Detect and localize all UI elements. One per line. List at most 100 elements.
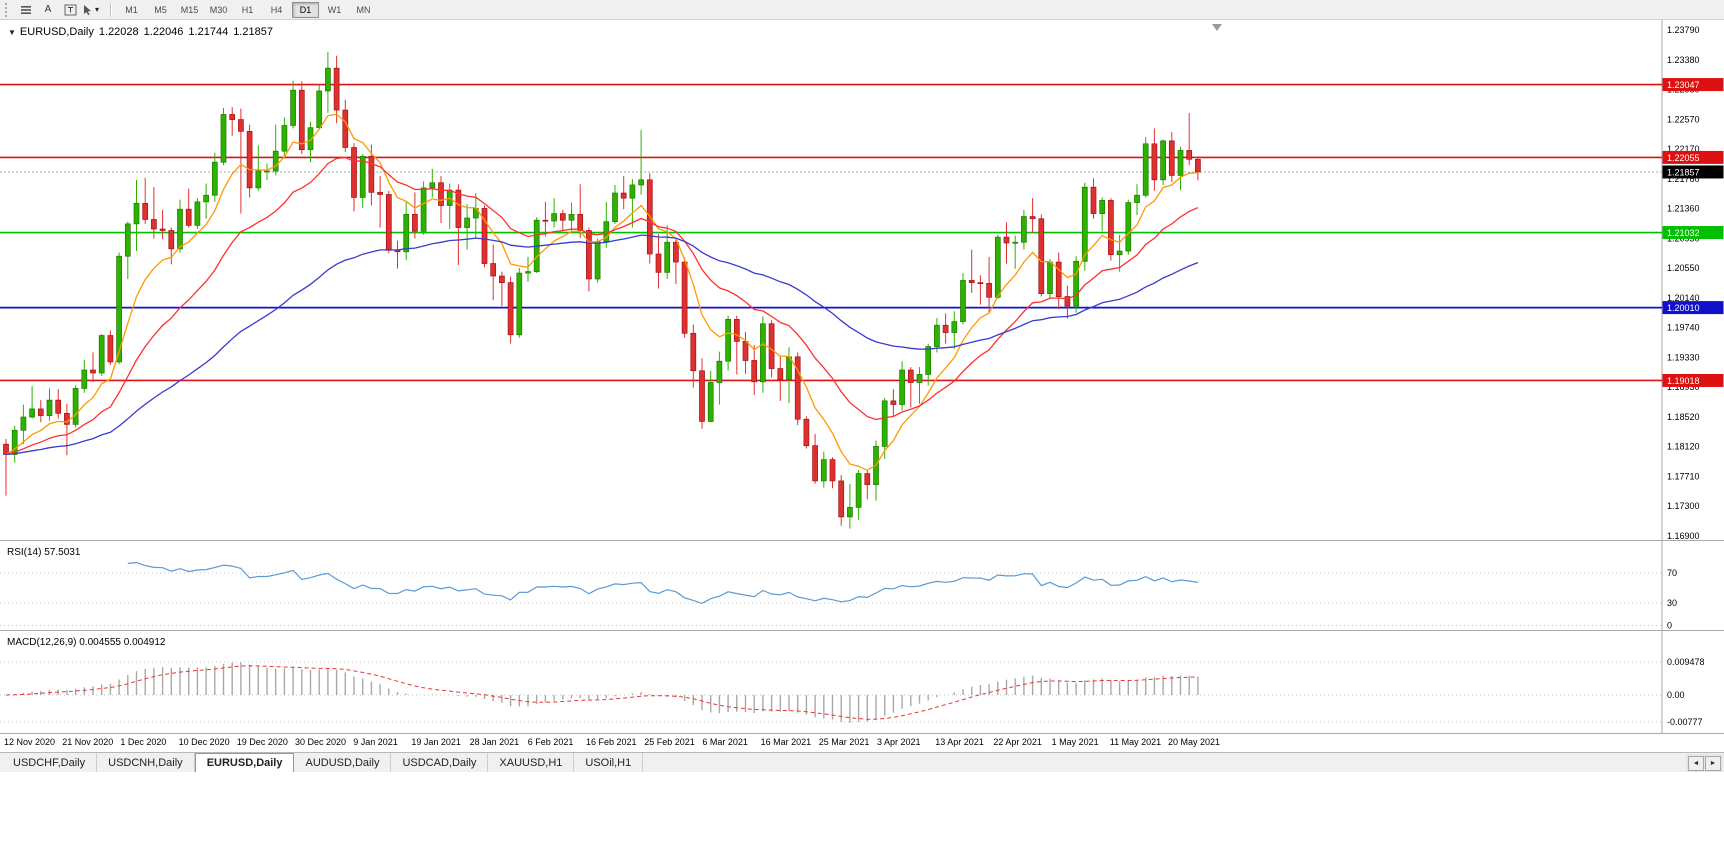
svg-text:13 Apr 2021: 13 Apr 2021 xyxy=(935,737,984,747)
svg-text:1.19330: 1.19330 xyxy=(1667,352,1700,362)
candle xyxy=(81,359,88,393)
candle xyxy=(72,385,79,428)
hamburger-lines-icon xyxy=(21,5,31,14)
svg-text:1.20140: 1.20140 xyxy=(1667,293,1700,303)
candle xyxy=(499,271,505,307)
candle xyxy=(1186,112,1193,166)
ma-fast-line xyxy=(5,113,1198,472)
svg-text:1.20010: 1.20010 xyxy=(1667,303,1700,313)
candle xyxy=(316,84,323,130)
svg-text:0.009478: 0.009478 xyxy=(1667,657,1705,667)
timeframe-button-h1[interactable]: H1 xyxy=(234,2,261,18)
tab-scroll-right-button[interactable]: ► xyxy=(1705,755,1721,771)
rsi-line xyxy=(127,561,1198,605)
candle xyxy=(664,225,671,279)
timeframe-button-m15[interactable]: M15 xyxy=(176,2,203,18)
candle xyxy=(1029,198,1036,233)
chart-tab-eurusd[interactable]: EURUSD,Daily xyxy=(194,753,295,772)
candle xyxy=(1151,128,1158,191)
candle xyxy=(960,273,966,325)
chart-tab-bar: USDCHF,Daily USDCNH,Daily EURUSD,Daily AUDU… xyxy=(0,752,1724,772)
timeframe-button-m5[interactable]: M5 xyxy=(147,2,174,18)
candle xyxy=(751,345,758,395)
candle xyxy=(298,81,305,155)
candle xyxy=(533,217,540,274)
candle xyxy=(342,99,349,152)
timeframe-button-w1[interactable]: W1 xyxy=(321,2,348,18)
chart-tab-usdcad[interactable]: USDCAD,Daily xyxy=(391,753,489,772)
ohlc-close: 1.21857 xyxy=(233,26,273,38)
candle xyxy=(716,351,723,405)
candle xyxy=(629,179,636,228)
candle xyxy=(899,361,905,411)
a-label: A xyxy=(44,4,52,15)
candle xyxy=(925,343,932,386)
ohlc-low: 1.21744 xyxy=(188,26,229,38)
svg-text:1.22055: 1.22055 xyxy=(1667,153,1700,163)
svg-text:16 Feb 2021: 16 Feb 2021 xyxy=(586,737,637,747)
svg-text:30: 30 xyxy=(1667,598,1677,608)
candle xyxy=(351,143,357,212)
symbol-period-label: EURUSD,Daily xyxy=(19,26,94,38)
candle xyxy=(203,183,209,219)
candle xyxy=(1055,252,1062,310)
candle xyxy=(133,179,140,252)
candle xyxy=(977,275,984,305)
candle xyxy=(412,192,418,239)
candle xyxy=(507,276,514,344)
chart-canvas[interactable]: 1.237901.233801.229801.225701.221701.217… xyxy=(0,20,1724,750)
candle xyxy=(542,201,549,237)
chart-shift-marker-icon[interactable] xyxy=(1212,24,1222,31)
chart-tab-audusd[interactable]: AUDUSD,Daily xyxy=(294,753,392,772)
toolbar-drag-handle[interactable] xyxy=(5,2,11,17)
svg-text:1.17300: 1.17300 xyxy=(1667,501,1700,511)
svg-text:25 Feb 2021: 25 Feb 2021 xyxy=(644,737,695,747)
candle xyxy=(725,315,731,371)
candle xyxy=(551,198,557,228)
candle xyxy=(951,311,958,349)
candle xyxy=(177,199,183,253)
timeframe-button-m1[interactable]: M1 xyxy=(118,2,145,18)
candle xyxy=(1116,234,1123,272)
candle xyxy=(803,416,810,449)
chart-tab-xauusd[interactable]: XAUUSD,H1 xyxy=(488,753,575,772)
candle xyxy=(11,425,18,463)
chart-tabs: USDCHF,Daily USDCNH,Daily EURUSD,Daily AUDU… xyxy=(2,753,644,772)
timeframe-button-m30[interactable]: M30 xyxy=(205,2,232,18)
svg-text:6 Feb 2021: 6 Feb 2021 xyxy=(528,737,574,747)
chart-tab-usdcnh[interactable]: USDCNH,Daily xyxy=(97,753,195,772)
chart-window: 1.237901.233801.229801.225701.221701.217… xyxy=(0,20,1724,750)
candle xyxy=(255,145,262,191)
candle xyxy=(20,404,27,445)
svg-text:1.16900: 1.16900 xyxy=(1667,531,1700,541)
candle xyxy=(151,187,157,239)
chart-list-icon-button[interactable] xyxy=(15,1,37,18)
candle xyxy=(968,249,975,293)
main-toolbar: A ▾ M1 M5 M15 M30 H1 H4 D1 W1 MN xyxy=(0,0,1724,20)
candle xyxy=(733,315,740,375)
candle xyxy=(881,397,888,459)
candle xyxy=(777,356,784,401)
candle xyxy=(1064,285,1071,319)
timeframe-button-h4[interactable]: H4 xyxy=(263,2,290,18)
timeframe-button-d1[interactable]: D1 xyxy=(292,1,320,18)
text-tool-button[interactable] xyxy=(59,1,81,18)
tab-scroll-left-button[interactable]: ◄ xyxy=(1688,755,1704,771)
chart-dropdown-icon[interactable]: ▼ xyxy=(8,28,16,37)
cursor-a-button[interactable]: A xyxy=(37,1,59,18)
candle xyxy=(394,240,401,269)
chart-tab-usdchf[interactable]: USDCHF,Daily xyxy=(2,753,98,772)
candle xyxy=(420,181,427,235)
candle xyxy=(464,204,470,250)
svg-text:1.20550: 1.20550 xyxy=(1667,263,1700,273)
candle xyxy=(385,190,392,254)
candlestick-series xyxy=(3,52,1201,529)
draw-tools-button[interactable]: ▾ xyxy=(81,1,104,18)
timeframe-button-mn[interactable]: MN xyxy=(350,2,377,18)
time-axis[interactable]: 12 Nov 2020 21 Nov 2020 1 Dec 2020 10 Dec 2… xyxy=(4,737,1220,747)
svg-text:6 Mar 2021: 6 Mar 2021 xyxy=(702,737,748,747)
candle xyxy=(673,239,679,285)
candle xyxy=(246,124,253,198)
svg-text:1 May 2021: 1 May 2021 xyxy=(1052,737,1099,747)
chart-tab-usoil[interactable]: USOil,H1 xyxy=(574,753,644,772)
